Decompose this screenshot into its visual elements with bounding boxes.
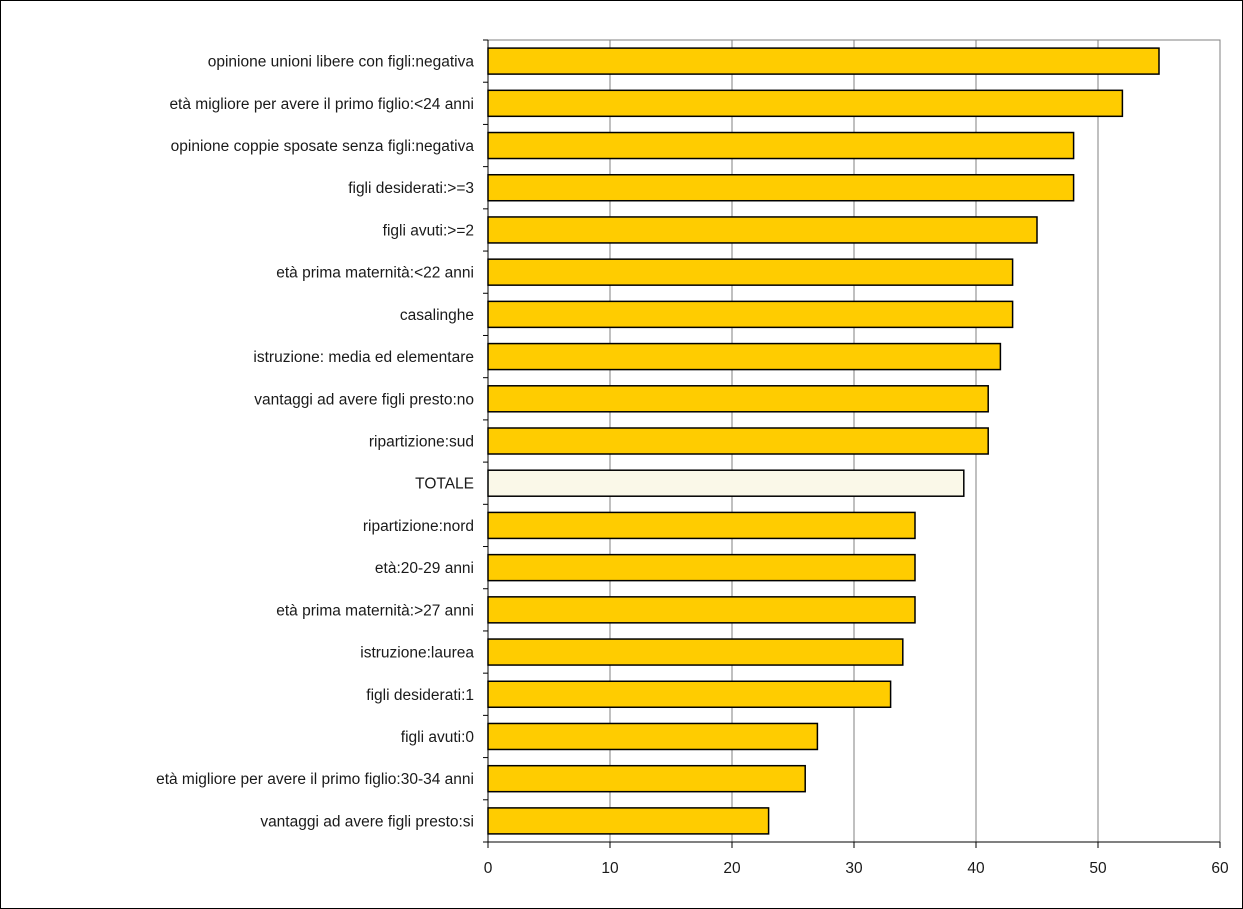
category-label: istruzione:laurea <box>360 645 474 662</box>
bar-2 <box>487 89 1124 118</box>
bar-10 <box>487 427 989 455</box>
bar-13 <box>487 553 916 582</box>
bar-3 <box>487 131 1075 160</box>
category-label: opinione unioni libere con figli:negativ… <box>208 54 475 71</box>
x-tick-labels: 0 10 20 30 40 50 60 <box>484 860 1229 877</box>
x-tick-label: 30 <box>845 860 863 877</box>
category-labels: opinione unioni libere con figli:negativ… <box>156 54 474 831</box>
bar-8 <box>487 342 1002 371</box>
bar-19 <box>487 807 770 835</box>
category-label: ripartizione:nord <box>363 518 474 535</box>
bar-17 <box>487 722 819 751</box>
bar-1 <box>487 47 1160 75</box>
bar-7 <box>487 300 1014 329</box>
category-label: età:20-29 anni <box>375 560 474 577</box>
bar-4 <box>487 173 1075 202</box>
category-label: età migliore per avere il primo figlio:<… <box>169 96 474 113</box>
bars <box>487 47 1160 835</box>
bar-9 <box>487 385 989 413</box>
category-label: istruzione: media ed elementare <box>253 349 474 366</box>
x-tick-label: 40 <box>967 860 985 877</box>
category-label: età migliore per avere il primo figlio:3… <box>156 771 474 788</box>
x-tick-label: 10 <box>601 860 619 877</box>
bar-6 <box>487 258 1014 286</box>
bar-5 <box>487 216 1038 244</box>
bar-18 <box>487 764 806 793</box>
x-tick-label: 20 <box>723 860 741 877</box>
category-label: figli desiderati:>=3 <box>348 180 474 197</box>
axes <box>483 39 1221 848</box>
bar-15 <box>487 638 904 666</box>
x-tick-label: 60 <box>1211 860 1229 877</box>
category-label: casalinghe <box>400 307 474 324</box>
category-label: età prima maternità:>27 anni <box>276 602 474 619</box>
x-tick-label: 0 <box>484 860 493 877</box>
bar-12 <box>487 511 916 540</box>
category-label: opinione coppie sposate senza figli:nega… <box>171 138 475 155</box>
bar-14 <box>487 596 916 624</box>
category-label: ripartizione:sud <box>369 434 474 451</box>
category-label: figli avuti:0 <box>401 729 475 746</box>
category-label: vantaggi ad avere figli presto:no <box>254 391 474 408</box>
bar-16 <box>487 680 892 709</box>
category-label: figli desiderati:1 <box>366 687 474 704</box>
x-tick-label: 50 <box>1089 860 1107 877</box>
category-label: età prima maternità:<22 anni <box>276 265 474 282</box>
category-label: vantaggi ad avere figli presto:si <box>260 813 474 830</box>
bar-11 <box>487 469 965 497</box>
category-label: TOTALE <box>415 476 474 493</box>
category-label: figli avuti:>=2 <box>383 222 474 239</box>
